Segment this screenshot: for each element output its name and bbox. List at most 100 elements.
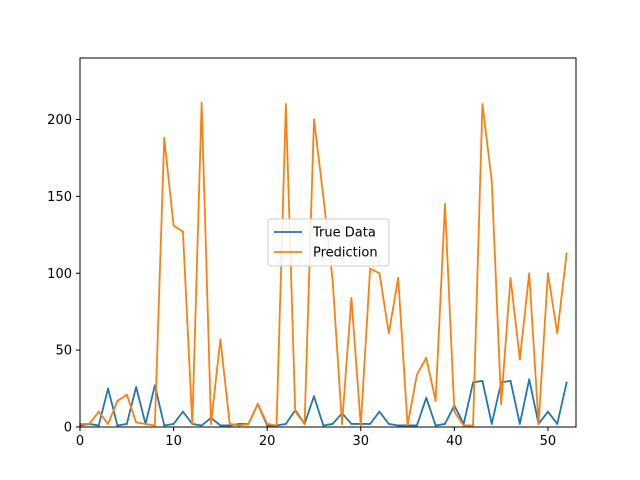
data-point <box>425 396 428 399</box>
data-point <box>462 424 465 427</box>
data-point <box>350 423 353 425</box>
axes-frame <box>79 57 577 428</box>
data-point <box>565 381 568 384</box>
y-tick-label: 100 <box>47 267 72 282</box>
data-point <box>303 423 306 425</box>
data-point <box>341 423 343 425</box>
data-point <box>518 423 521 425</box>
data-point <box>125 423 128 425</box>
data-point <box>153 424 156 427</box>
data-point <box>172 224 175 227</box>
data-point <box>444 423 446 425</box>
data-point <box>547 410 549 413</box>
data-point <box>547 272 549 275</box>
data-point <box>322 424 325 427</box>
x-tick-label: 0 <box>76 434 84 449</box>
data-point <box>313 118 315 121</box>
data-point <box>284 103 287 106</box>
data-point <box>387 332 390 335</box>
data-point <box>425 356 428 359</box>
data-point <box>537 423 540 425</box>
data-point <box>107 423 109 425</box>
legend-label: Prediction <box>313 246 378 261</box>
y-tick-label: 200 <box>47 113 72 128</box>
data-point <box>135 421 138 424</box>
data-point <box>266 423 269 425</box>
data-point <box>556 423 559 425</box>
data-point <box>472 424 474 427</box>
data-point <box>556 332 559 335</box>
data-point <box>172 423 175 425</box>
y-tick-label: 150 <box>47 190 72 205</box>
data-point <box>135 386 138 388</box>
data-point <box>481 379 484 382</box>
data-point <box>369 423 372 425</box>
data-point <box>528 272 531 275</box>
x-tick-label: 30 <box>352 434 369 449</box>
data-point <box>509 379 512 382</box>
data-point <box>397 424 400 427</box>
data-point <box>453 410 456 413</box>
data-point <box>219 338 222 341</box>
data-point <box>266 424 269 427</box>
data-point <box>163 424 166 427</box>
data-point <box>331 280 334 282</box>
data-point <box>88 423 91 425</box>
x-tick-label: 40 <box>446 434 463 449</box>
data-point <box>416 373 418 376</box>
data-point <box>97 424 100 427</box>
data-point <box>406 424 409 427</box>
data-point <box>397 276 400 279</box>
data-point <box>247 423 250 425</box>
data-point <box>125 393 128 396</box>
data-point <box>434 424 437 427</box>
data-point <box>313 395 315 398</box>
data-point <box>191 423 194 425</box>
data-point <box>294 410 297 413</box>
data-point <box>444 203 446 205</box>
data-point <box>490 423 493 425</box>
data-point <box>378 272 381 275</box>
data-point <box>144 423 147 425</box>
data-point <box>481 103 484 106</box>
plot-area <box>79 57 577 428</box>
data-point <box>210 423 212 425</box>
data-point <box>200 424 203 427</box>
data-point <box>284 423 287 425</box>
x-axis: 0 10 20 30 40 50 <box>76 427 556 449</box>
series-line-true-data <box>79 378 568 427</box>
legend-label: True Data <box>312 226 376 241</box>
data-point <box>509 276 512 279</box>
data-point <box>182 230 184 233</box>
data-point <box>116 424 119 427</box>
data-point <box>528 378 531 381</box>
data-point <box>500 403 503 405</box>
data-point <box>322 195 325 198</box>
x-tick-label: 10 <box>165 434 182 449</box>
data-point <box>434 399 437 402</box>
legend-box <box>267 218 390 267</box>
data-point <box>490 180 493 182</box>
data-point <box>238 424 240 427</box>
data-point <box>275 424 278 427</box>
data-point <box>107 387 109 390</box>
data-point <box>518 358 521 361</box>
data-point <box>359 424 362 427</box>
y-tick-label: 0 <box>64 421 72 436</box>
data-point <box>182 410 184 413</box>
data-point <box>200 101 203 104</box>
data-point <box>228 423 231 425</box>
data-point <box>256 403 259 405</box>
data-point <box>369 267 372 270</box>
data-point <box>116 399 119 402</box>
data-point <box>163 137 166 139</box>
legend: True Data Prediction <box>267 218 390 267</box>
x-tick-label: 20 <box>259 434 276 449</box>
data-point <box>331 423 334 425</box>
y-axis: 0 50 100 150 200 <box>47 113 80 436</box>
x-tick-label: 50 <box>540 434 557 449</box>
data-point <box>565 252 568 255</box>
data-point <box>97 410 100 413</box>
data-point <box>378 410 381 413</box>
